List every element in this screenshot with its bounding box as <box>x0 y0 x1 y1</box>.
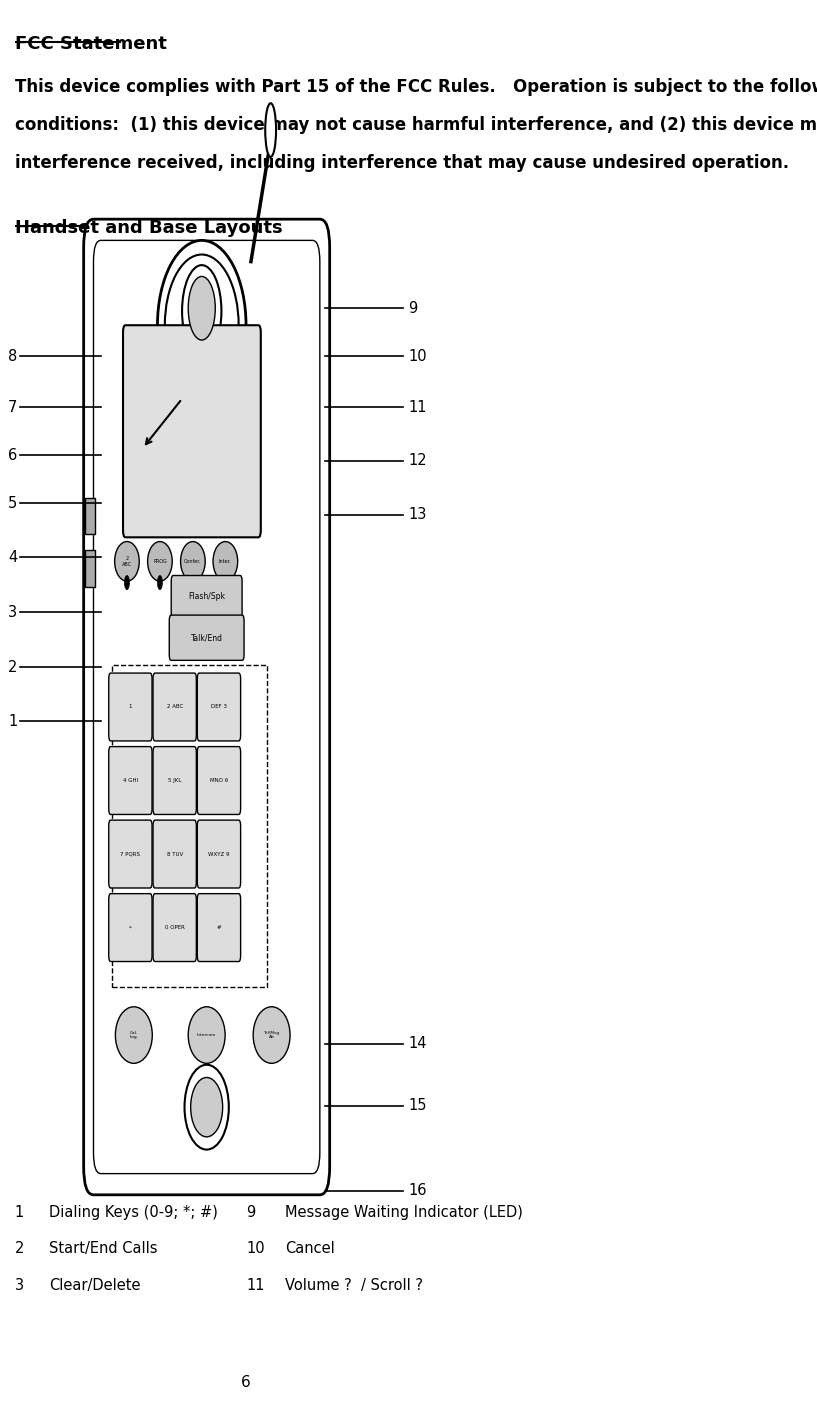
FancyBboxPatch shape <box>83 219 330 1195</box>
Text: 8 TUV: 8 TUV <box>167 851 183 857</box>
Text: 5: 5 <box>8 496 17 510</box>
FancyBboxPatch shape <box>109 747 152 814</box>
Text: Handset and Base Layouts: Handset and Base Layouts <box>15 219 283 238</box>
Text: 11: 11 <box>408 400 427 414</box>
Ellipse shape <box>114 542 139 581</box>
Text: Flash/Spk: Flash/Spk <box>188 592 225 601</box>
Ellipse shape <box>188 277 215 341</box>
Text: Start/End Calls: Start/End Calls <box>49 1241 158 1257</box>
Ellipse shape <box>181 542 205 581</box>
Circle shape <box>223 575 228 590</box>
Ellipse shape <box>266 103 276 157</box>
Text: 15: 15 <box>408 1099 427 1113</box>
Text: 7: 7 <box>8 400 17 414</box>
Ellipse shape <box>185 1065 229 1150</box>
FancyBboxPatch shape <box>109 820 152 888</box>
Text: 2
ABC: 2 ABC <box>122 556 132 567</box>
FancyBboxPatch shape <box>153 747 196 814</box>
Text: 5 JKL: 5 JKL <box>168 778 181 783</box>
Bar <box>85 498 96 534</box>
Text: 1: 1 <box>15 1205 24 1220</box>
Text: #: # <box>217 925 221 930</box>
FancyBboxPatch shape <box>198 747 241 814</box>
Text: 4: 4 <box>8 550 17 564</box>
Text: 16: 16 <box>408 1184 427 1198</box>
Text: This device complies with Part 15 of the FCC Rules.   Operation is subject to th: This device complies with Part 15 of the… <box>15 78 817 96</box>
FancyBboxPatch shape <box>198 673 241 741</box>
Text: 4 GHI: 4 GHI <box>123 778 138 783</box>
Bar <box>112 665 267 987</box>
Text: FCC Statement: FCC Statement <box>15 35 167 54</box>
Text: 1: 1 <box>8 714 17 728</box>
FancyBboxPatch shape <box>198 894 241 962</box>
Ellipse shape <box>115 1007 152 1063</box>
FancyBboxPatch shape <box>109 894 152 962</box>
Text: conditions:  (1) this device may not cause harmful interference, and (2) this de: conditions: (1) this device may not caus… <box>15 116 817 134</box>
Text: 7 PQRS: 7 PQRS <box>120 851 141 857</box>
FancyBboxPatch shape <box>172 575 242 618</box>
Text: 6: 6 <box>8 448 17 462</box>
Text: 10: 10 <box>408 349 427 363</box>
Text: Dialing Keys (0-9; *; #): Dialing Keys (0-9; *; #) <box>49 1205 218 1220</box>
Ellipse shape <box>188 1007 225 1063</box>
Text: 2: 2 <box>8 660 17 674</box>
Text: 10: 10 <box>246 1241 265 1257</box>
Text: interference received, including interference that may cause undesired operation: interference received, including interfe… <box>15 154 789 173</box>
Text: Cancel: Cancel <box>285 1241 335 1257</box>
Ellipse shape <box>253 1007 290 1063</box>
Text: Intercom: Intercom <box>197 1034 217 1036</box>
Text: Cal.
Log: Cal. Log <box>130 1031 138 1039</box>
Text: 6: 6 <box>241 1376 251 1390</box>
Text: 9: 9 <box>408 301 417 315</box>
Text: 0 OPER: 0 OPER <box>165 925 185 930</box>
Text: 9: 9 <box>246 1205 255 1220</box>
Text: 12: 12 <box>408 454 427 468</box>
FancyBboxPatch shape <box>153 820 196 888</box>
Text: 14: 14 <box>408 1036 427 1051</box>
Text: 3: 3 <box>8 605 17 619</box>
Text: *: * <box>129 925 132 930</box>
Text: MNO 6: MNO 6 <box>210 778 228 783</box>
Text: Volume ?  / Scroll ?: Volume ? / Scroll ? <box>285 1278 423 1294</box>
Text: Clear/Delete: Clear/Delete <box>49 1278 141 1294</box>
Text: 2: 2 <box>15 1241 25 1257</box>
Text: Message Waiting Indicator (LED): Message Waiting Indicator (LED) <box>285 1205 523 1220</box>
Text: Confer.: Confer. <box>184 559 202 564</box>
Text: WXYZ 9: WXYZ 9 <box>208 851 230 857</box>
Ellipse shape <box>148 542 172 581</box>
Text: Talk/End: Talk/End <box>190 633 223 642</box>
Ellipse shape <box>182 266 221 358</box>
Bar <box>85 550 96 587</box>
Text: 2 ABC: 2 ABC <box>167 704 183 710</box>
Circle shape <box>190 575 195 590</box>
Circle shape <box>124 575 129 590</box>
Ellipse shape <box>190 1077 223 1137</box>
Text: DEF 3: DEF 3 <box>211 704 227 710</box>
Text: 11: 11 <box>246 1278 265 1294</box>
FancyBboxPatch shape <box>109 673 152 741</box>
Circle shape <box>158 575 163 590</box>
Text: 8: 8 <box>8 349 17 363</box>
Text: 1: 1 <box>128 704 132 710</box>
Text: PROG: PROG <box>153 559 167 564</box>
Text: 13: 13 <box>408 508 426 522</box>
FancyBboxPatch shape <box>123 325 261 537</box>
FancyBboxPatch shape <box>153 673 196 741</box>
Text: 3: 3 <box>15 1278 24 1294</box>
FancyBboxPatch shape <box>198 820 241 888</box>
FancyBboxPatch shape <box>153 894 196 962</box>
FancyBboxPatch shape <box>169 615 244 660</box>
Text: Tel/Msg
Alt: Tel/Msg Alt <box>264 1031 279 1039</box>
Text: Inter.: Inter. <box>219 559 232 564</box>
Ellipse shape <box>213 542 238 581</box>
